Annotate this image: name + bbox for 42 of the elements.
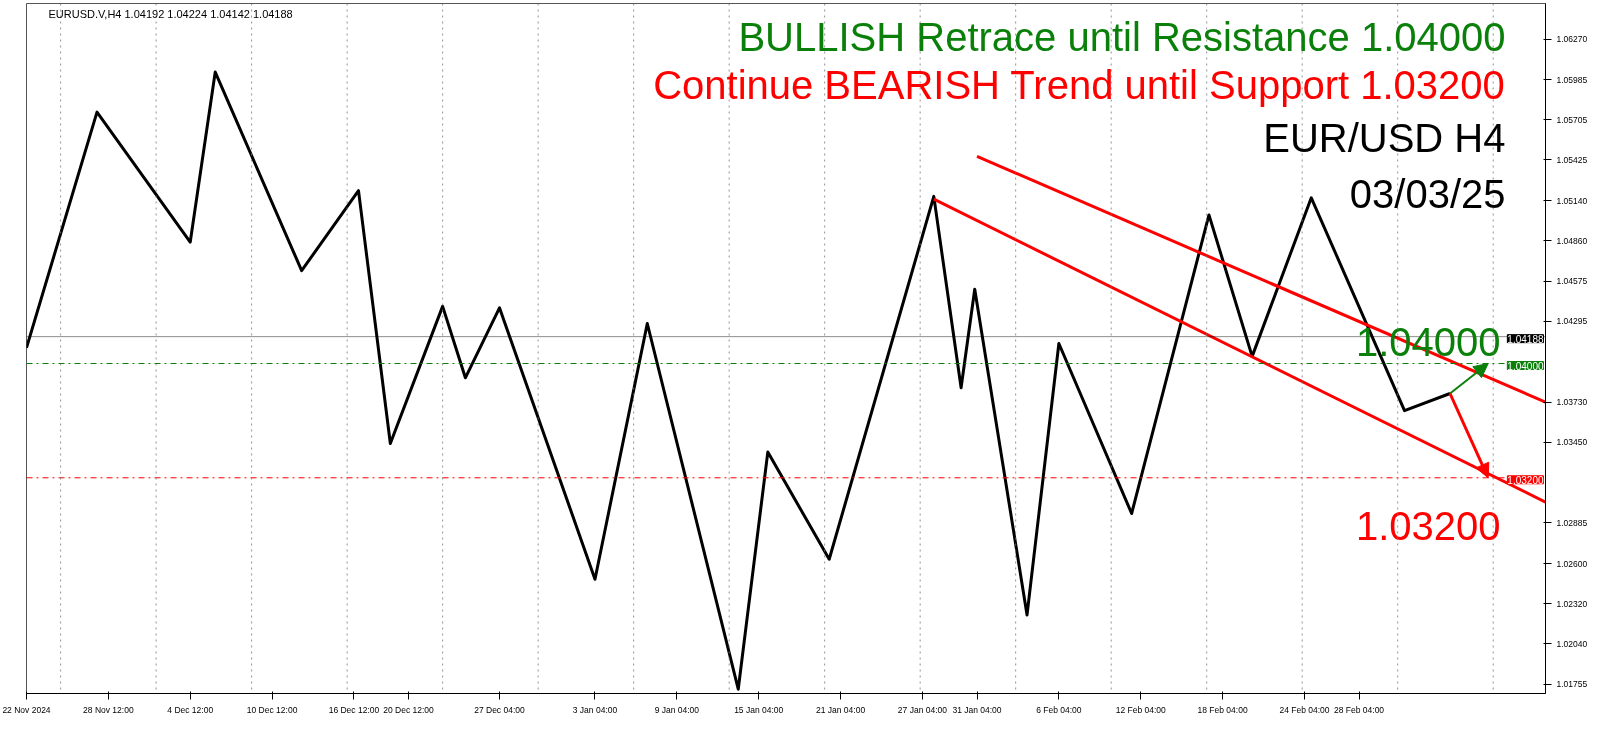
y-tick-label: 1.02320 xyxy=(1556,598,1588,609)
x-tick-label: 27 Dec 04:00 xyxy=(474,704,526,715)
x-tick-label: 24 Feb 04:00 xyxy=(1279,704,1330,715)
x-tick-label: 10 Dec 12:00 xyxy=(246,704,298,715)
y-tick-label: 1.05705 xyxy=(1556,114,1588,125)
annotation: BULLISH Retrace until Resistance 1.04000 xyxy=(738,14,1506,59)
y-tick-label: 1.02885 xyxy=(1556,517,1588,528)
text: 1.04000 xyxy=(1507,360,1544,372)
y-tick-label: 1.05425 xyxy=(1556,154,1588,165)
annotation: EURUSD.V,H4 1.04192 1.04224 1.04142 1.04188 xyxy=(48,7,293,20)
y-tick-label: 1.02600 xyxy=(1556,558,1588,569)
x-tick-label: 6 Feb 04:00 xyxy=(1036,704,1082,715)
ref-line-label: 1.04188 xyxy=(1507,333,1544,345)
annotation: 03/03/25 xyxy=(1349,171,1506,216)
y-tick-label: 1.06270 xyxy=(1556,34,1588,45)
x-tick-label: 21 Jan 04:00 xyxy=(816,704,866,715)
x-tick-label: 12 Feb 04:00 xyxy=(1115,704,1167,715)
y-tick-label: 1.02040 xyxy=(1556,638,1588,649)
y-tick-label: 1.05140 xyxy=(1556,195,1588,206)
x-tick-label: 3 Jan 04:00 xyxy=(572,704,618,715)
x-tick-label: 22 Nov 2024 xyxy=(2,704,51,715)
x-tick-label: 31 Jan 04:00 xyxy=(952,704,1002,715)
y-tick-label: 1.01755 xyxy=(1556,679,1588,690)
ref-line-label: 1.03200 xyxy=(1507,474,1544,486)
text: 1.03200 xyxy=(1355,503,1501,548)
x-tick-label: 20 Dec 12:00 xyxy=(383,704,435,715)
x-tick-label: 15 Jan 04:00 xyxy=(734,704,784,715)
y-tick-label: 1.05985 xyxy=(1556,74,1588,85)
x-tick-label: 16 Dec 12:00 xyxy=(328,704,380,715)
y-tick-label: 1.03450 xyxy=(1556,437,1588,448)
y-tick-label: 1.04575 xyxy=(1556,276,1588,287)
y-tick-label: 1.03730 xyxy=(1556,397,1588,408)
x-tick-label: 28 Feb 04:00 xyxy=(1333,704,1385,715)
x-tick-label: 4 Dec 12:00 xyxy=(167,704,214,715)
x-tick-label: 27 Jan 04:00 xyxy=(897,704,948,715)
annotation: Continue BEARISH Trend until Support 1.03200 xyxy=(653,62,1505,107)
y-tick-label: 1.04295 xyxy=(1556,316,1588,327)
x-tick-label: 18 Feb 04:00 xyxy=(1197,704,1248,715)
x-tick-label: 9 Jan 04:00 xyxy=(654,704,700,715)
y-tick-label: 1.04860 xyxy=(1556,235,1588,246)
annotation: EUR/USD H4 xyxy=(1263,115,1506,160)
x-tick-label: 28 Nov 12:00 xyxy=(83,704,134,715)
